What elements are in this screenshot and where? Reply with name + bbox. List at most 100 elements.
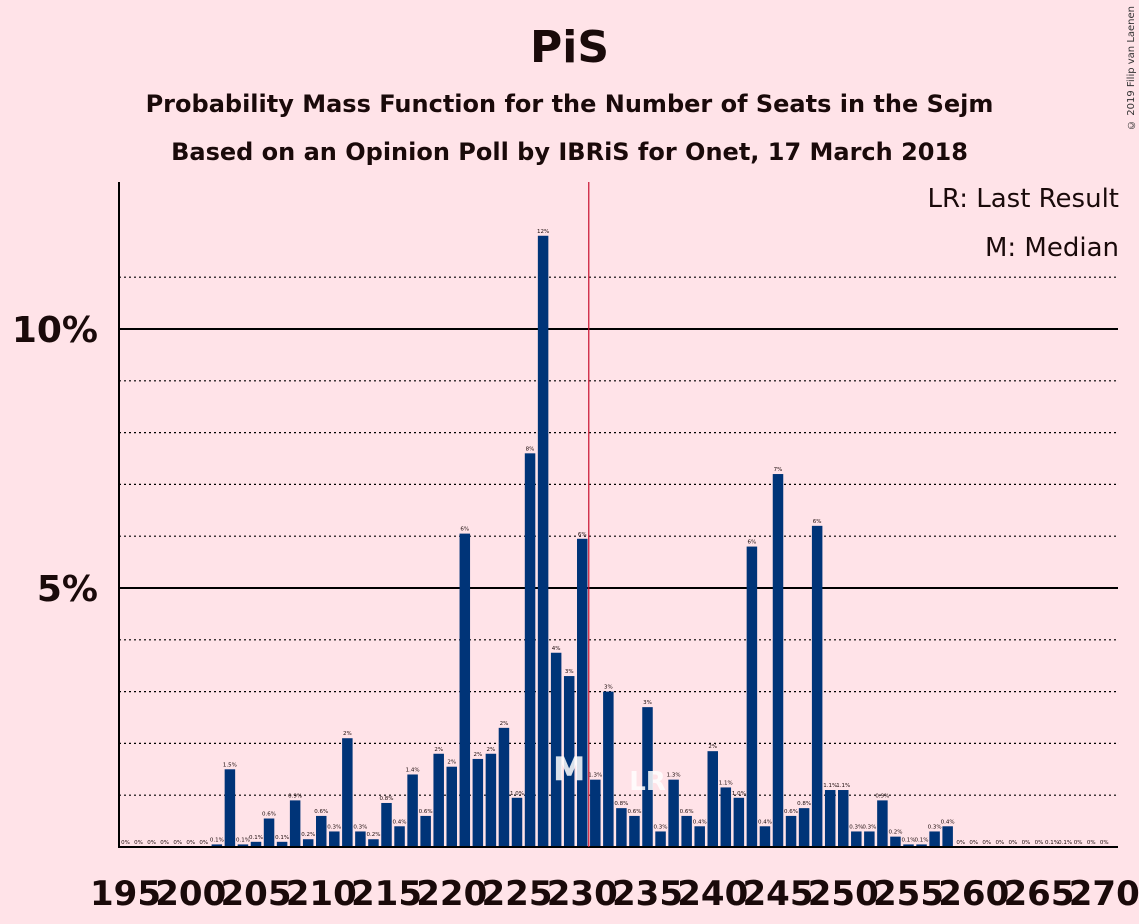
bar (903, 844, 914, 847)
data-label: 1.4% (406, 767, 420, 773)
data-label: 0.3% (654, 824, 668, 830)
y-tick-label: 10% (12, 310, 98, 351)
data-label: 0.1% (915, 837, 929, 843)
bar (590, 779, 601, 847)
bar (381, 802, 392, 847)
data-label: 0.6% (314, 809, 328, 815)
bar (838, 790, 849, 847)
data-label: 3% (565, 669, 574, 675)
data-label: 0.6% (680, 809, 694, 815)
bar (877, 800, 888, 847)
chart-title: PiS (529, 22, 610, 73)
bar (733, 797, 745, 847)
data-label: 0% (982, 840, 991, 846)
bar (224, 769, 236, 847)
bar (577, 538, 588, 847)
last-result-marker: LR (629, 767, 666, 797)
data-label: 0.6% (419, 809, 433, 815)
data-label: 0.3% (849, 824, 863, 830)
x-tick-label: 255 (873, 874, 944, 914)
data-label: 0% (186, 840, 195, 846)
bar (655, 831, 666, 847)
bar (316, 815, 327, 847)
data-label: 0.8% (614, 801, 628, 807)
bar (407, 774, 418, 847)
data-label: 0% (199, 840, 208, 846)
data-label: 0.4% (693, 819, 707, 825)
data-label: 1.1% (719, 780, 733, 786)
data-label: 1.5% (223, 762, 237, 768)
data-label: 4% (552, 646, 561, 652)
data-label: 0% (173, 840, 182, 846)
data-label: 0.8% (380, 796, 394, 802)
bar (263, 818, 275, 847)
data-label: 0% (134, 840, 143, 846)
data-label: 0.4% (941, 819, 955, 825)
data-label: 0.3% (862, 824, 876, 830)
x-tick-label: 200 (155, 874, 226, 914)
bar (746, 546, 758, 847)
bar (329, 831, 340, 847)
bar (368, 839, 379, 847)
data-label: 0.6% (784, 809, 798, 815)
bar (342, 738, 353, 847)
bar (916, 844, 927, 847)
data-label: 2% (473, 752, 482, 758)
data-label: 2% (343, 731, 352, 737)
data-label: 3% (643, 700, 652, 706)
bar (798, 808, 810, 847)
x-tick-label: 235 (612, 874, 683, 914)
bar (629, 815, 640, 847)
data-label: 12% (537, 229, 549, 235)
bar (668, 779, 679, 847)
bar (237, 844, 249, 847)
x-tick-label: 250 (808, 874, 879, 914)
data-label: 0.8% (797, 801, 811, 807)
x-tick-label: 270 (1069, 874, 1139, 914)
legend-last-result: LR: Last Result (927, 184, 1119, 214)
x-tick-label: 230 (547, 874, 618, 914)
x-tick-label: 240 (677, 874, 748, 914)
x-tick-label: 220 (416, 874, 487, 914)
bar (276, 841, 288, 847)
data-label: 0.1% (902, 837, 916, 843)
data-label: 0.2% (366, 832, 380, 838)
bar (603, 691, 614, 847)
data-label: 0% (1074, 840, 1083, 846)
bar (694, 826, 705, 847)
data-label: 6% (748, 540, 757, 546)
bar (864, 831, 875, 847)
data-label: 1.0% (510, 791, 524, 797)
data-label: 0% (1009, 840, 1018, 846)
data-label: 6% (578, 532, 587, 538)
chart-subtitle-1: Probability Mass Function for the Number… (145, 90, 994, 118)
data-label: 0% (147, 840, 156, 846)
y-tick-label: 5% (37, 569, 98, 610)
bar (772, 474, 784, 847)
bar (433, 753, 444, 847)
bar (302, 839, 314, 847)
data-label: 1.3% (588, 773, 602, 779)
bar (824, 790, 836, 847)
bar (616, 808, 627, 847)
bar (420, 815, 431, 847)
data-label: 1.3% (667, 773, 681, 779)
bar (446, 766, 457, 847)
x-tick-label: 265 (1004, 874, 1075, 914)
data-label: 0.4% (758, 819, 772, 825)
data-label: 7% (774, 467, 783, 473)
bar (642, 707, 653, 847)
bar (681, 815, 692, 847)
bar (550, 652, 562, 847)
bar (485, 753, 497, 847)
bar (537, 235, 549, 847)
data-label: 6% (813, 519, 822, 525)
data-label: 0.6% (627, 809, 641, 815)
data-label: 0.1% (1045, 840, 1059, 846)
bar (459, 533, 471, 847)
data-label: 0.1% (275, 835, 289, 841)
data-label: 0% (121, 840, 130, 846)
data-label: 0.9% (288, 793, 302, 799)
x-tick-label: 195 (90, 874, 161, 914)
data-label: 0.9% (875, 793, 889, 799)
